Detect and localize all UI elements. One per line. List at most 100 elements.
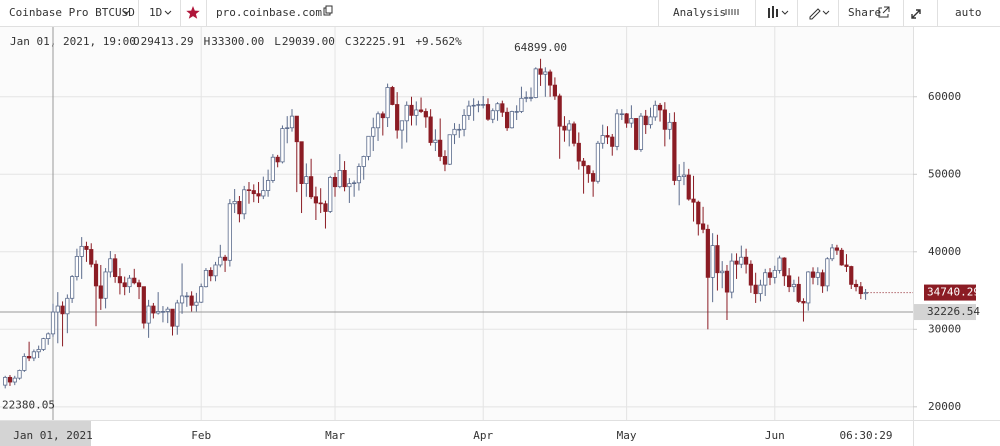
candle-body: [801, 301, 806, 304]
grid: [0, 27, 913, 420]
crosshair-time-label: Jan 01, 2021: [13, 429, 92, 442]
candle-body: [815, 272, 820, 278]
site-link[interactable]: pro.coinbase.com: [216, 6, 322, 19]
candle-body: [447, 134, 452, 165]
symbol-button[interactable]: Coinbase Pro BTCUSD: [9, 6, 135, 19]
y-tick-label: 30000: [928, 322, 961, 335]
candle-body: [461, 114, 467, 130]
x-tick-label: May: [617, 429, 637, 442]
candle-body: [466, 105, 471, 116]
x-tick-label: Apr: [473, 429, 493, 442]
candle-body: [581, 160, 586, 167]
candle-body: [858, 286, 863, 295]
y-tick-label: 40000: [928, 245, 961, 258]
fullscreen-icon[interactable]: [911, 9, 921, 19]
candle-body: [103, 271, 108, 299]
candle-body: [715, 245, 720, 274]
candle-body: [481, 104, 486, 106]
candle-body: [519, 97, 524, 112]
candle-body: [395, 104, 400, 131]
candle-body: [323, 203, 328, 212]
candle-body: [418, 109, 424, 112]
candle-body: [218, 256, 223, 266]
candle-body: [127, 277, 132, 288]
candle-body: [41, 338, 46, 350]
candle-body: [146, 305, 151, 324]
last-price-box: [924, 284, 976, 301]
candle-body: [686, 174, 691, 200]
candle-body: [787, 275, 792, 288]
candle-body: [820, 272, 825, 287]
candle-body: [242, 189, 247, 215]
candle-body: [117, 276, 123, 284]
candle-body: [433, 139, 438, 143]
candle-body: [495, 103, 500, 112]
legend-key: O: [133, 35, 140, 48]
chevron: [164, 10, 172, 15]
candle-body: [524, 97, 529, 99]
scale-button[interactable]: auto: [955, 6, 982, 19]
candle-body: [189, 295, 194, 306]
legend-key: H: [204, 35, 211, 48]
candle-body: [629, 118, 634, 124]
favorite-star[interactable]: [186, 6, 200, 19]
candle-body: [17, 369, 22, 379]
candle-body: [136, 282, 142, 288]
candle-body: [122, 282, 127, 288]
candle-body: [614, 113, 620, 147]
candle-body: [356, 166, 362, 184]
interval-button[interactable]: 1D: [149, 6, 162, 19]
candle-body: [194, 301, 199, 306]
candle-body: [853, 283, 859, 288]
candle-body: [227, 203, 232, 261]
candle-body: [31, 351, 36, 359]
candle-body: [46, 333, 51, 340]
legend-key: L: [274, 35, 281, 48]
candle-body: [232, 201, 237, 205]
crosshair-time-box: [0, 421, 91, 446]
candle-body: [265, 180, 271, 191]
chevron: [122, 10, 130, 15]
candle-body: [729, 260, 734, 293]
candle-body: [830, 247, 835, 260]
candle-body: [65, 297, 70, 315]
candle-body: [791, 283, 797, 288]
candle-body: [485, 104, 491, 120]
y-tick-label: 20000: [928, 400, 961, 413]
toolbar: Coinbase Pro BTCUSD 1D pro.coinbase.com …: [0, 0, 1000, 27]
analysis-button[interactable]: Analysis: [673, 6, 726, 19]
candle-body: [490, 110, 495, 120]
share-button[interactable]: Share: [848, 6, 881, 19]
candle-body: [810, 271, 816, 278]
candle-body: [744, 256, 749, 265]
candle-body: [543, 71, 548, 75]
candle-body: [328, 176, 333, 212]
candle-body: [12, 377, 17, 383]
extreme-label: 22380.05: [2, 398, 55, 411]
candle-body: [366, 135, 371, 157]
candle-body: [442, 156, 448, 165]
candle-body: [203, 269, 209, 288]
candle-body: [313, 196, 319, 204]
candle-body: [141, 286, 146, 324]
candle-body: [404, 104, 409, 122]
candle-body: [7, 376, 13, 383]
candle-body: [528, 97, 534, 99]
x-tick-label: Jun: [765, 429, 785, 442]
candle-body: [763, 272, 768, 286]
candle-body: [672, 121, 677, 181]
candle-body: [844, 264, 849, 267]
candle-type-icon[interactable]: [768, 6, 778, 18]
candle-body: [179, 295, 185, 304]
candle-body: [3, 376, 8, 386]
x-tick-label: Mar: [325, 429, 345, 442]
candle-body: [93, 263, 99, 287]
candle-body: [390, 87, 395, 105]
legend-value: 29413.29: [141, 35, 194, 48]
draw-icon[interactable]: [809, 8, 821, 20]
candle-body: [289, 115, 295, 129]
candle-body: [538, 68, 543, 75]
candle-body: [638, 115, 644, 150]
